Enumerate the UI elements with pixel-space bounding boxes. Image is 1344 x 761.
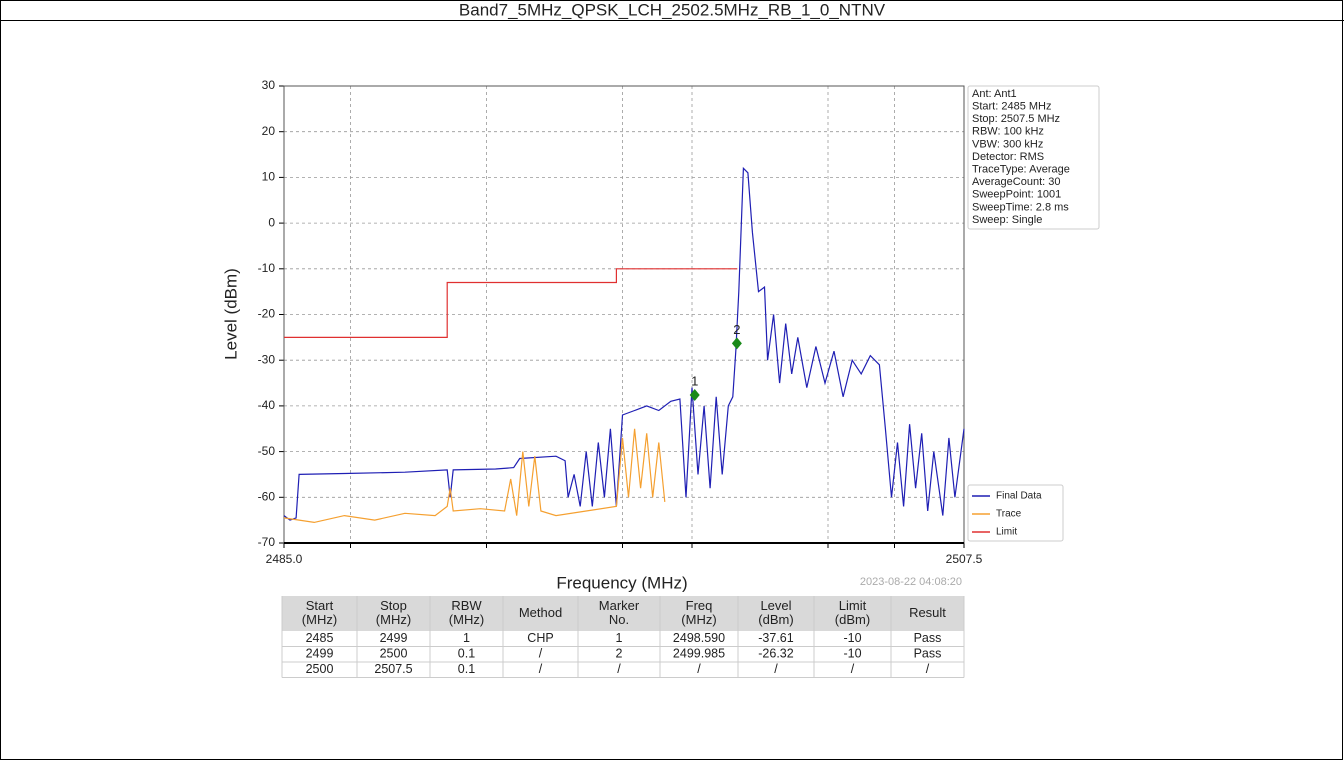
x-tick-label: 2485.0 (266, 552, 303, 566)
y-tick-label: -70 (258, 535, 276, 549)
y-tick-label: -30 (258, 352, 276, 366)
table-cell: -37.61 (758, 631, 793, 645)
timestamp: 2023-08-22 04:08:20 (860, 576, 962, 588)
table-cell: 2499.985 (673, 647, 725, 661)
table-cell: / (539, 647, 543, 661)
table-header-cell: Marker (599, 598, 640, 613)
table-header-cell: Level (760, 598, 791, 613)
table-cell: / (539, 662, 543, 676)
table-header-cell: (MHz) (681, 612, 716, 627)
y-tick-label: 30 (262, 78, 276, 92)
table-cell: Pass (914, 647, 942, 661)
info-line: RBW: 100 kHz (972, 126, 1044, 138)
table-cell: 1 (616, 631, 623, 645)
legend-label: Limit (996, 527, 1017, 538)
table-header-cell: Stop (380, 598, 407, 613)
y-tick-label: -10 (258, 261, 276, 275)
table-cell: 2 (616, 647, 623, 661)
y-tick-label: -20 (258, 307, 276, 321)
table-cell: 0.1 (458, 662, 475, 676)
table-header-cell: Limit (839, 598, 867, 613)
table-header-cell: (MHz) (376, 612, 411, 627)
table-header-cell: Result (909, 605, 946, 620)
info-line: SweepPoint: 1001 (972, 189, 1061, 201)
info-line: Stop: 2507.5 MHz (972, 113, 1060, 125)
info-box (967, 85, 1100, 230)
info-line: Sweep: Single (972, 214, 1042, 226)
table-cell: 2485 (306, 631, 334, 645)
y-tick-label: -60 (258, 489, 276, 503)
y-tick-label: -50 (258, 444, 276, 458)
table-cell: 2499 (380, 631, 408, 645)
table-cell: 2507.5 (374, 662, 412, 676)
series-line (283, 428, 666, 524)
table-header-cell: (dBm) (835, 612, 870, 627)
table-header-cell: (MHz) (302, 612, 337, 627)
y-tick-label: 20 (262, 124, 276, 138)
legend-label: Trace (996, 509, 1022, 520)
info-line: Ant: Ant1 (972, 88, 1017, 100)
table-header-cell: No. (609, 612, 629, 627)
info-line: Detector: RMS (972, 151, 1044, 163)
table-cell: -26.32 (758, 647, 793, 661)
table-cell: 2500 (306, 662, 334, 676)
table-cell: -10 (843, 647, 861, 661)
table-header-cell: (MHz) (449, 612, 484, 627)
table-cell: / (851, 662, 855, 676)
table-cell: 2499 (306, 647, 334, 661)
table-header-cell: RBW (451, 598, 482, 613)
marker-label: 1 (691, 373, 698, 388)
table-header-bg (282, 596, 964, 631)
y-axis-label: Level (dBm) (221, 268, 240, 360)
table-header-cell: Start (306, 598, 334, 613)
marker (689, 388, 700, 401)
info-line: SweepTime: 2.8 ms (972, 201, 1069, 213)
x-axis-label: Frequency (MHz) (556, 573, 687, 592)
marker (731, 337, 742, 350)
legend-label: Final Data (996, 491, 1042, 502)
y-tick-label: 0 (268, 215, 275, 229)
table-cell: / (697, 662, 701, 676)
info-line: AverageCount: 30 (972, 176, 1060, 188)
table-cell: / (617, 662, 621, 676)
marker-label: 2 (733, 322, 740, 337)
info-line: Start: 2485 MHz (972, 101, 1051, 113)
info-line: VBW: 300 kHz (972, 138, 1043, 150)
table-cell: / (774, 662, 778, 676)
table-header-cell: Method (519, 605, 562, 620)
info-line: TraceType: Average (972, 164, 1070, 176)
table-cell: 1 (463, 631, 470, 645)
table-cell: / (926, 662, 930, 676)
x-tick-label: 2507.5 (946, 552, 983, 566)
table-cell: 0.1 (458, 647, 475, 661)
table-cell: -10 (843, 631, 861, 645)
series-line (284, 268, 738, 338)
table-cell: 2500 (380, 647, 408, 661)
legend-box (967, 484, 1064, 542)
y-tick-label: 10 (262, 170, 276, 184)
table-header-cell: (dBm) (758, 612, 793, 627)
page-title: Band7_5MHz_QPSK_LCH_2502.5MHz_RB_1_0_NTN… (459, 0, 886, 19)
table-cell: 2498.590 (673, 631, 725, 645)
table-header-cell: Freq (686, 598, 713, 613)
series-line (283, 166, 965, 521)
table-cell: Pass (914, 631, 942, 645)
y-tick-label: -40 (258, 398, 276, 412)
table-cell: CHP (527, 631, 553, 645)
